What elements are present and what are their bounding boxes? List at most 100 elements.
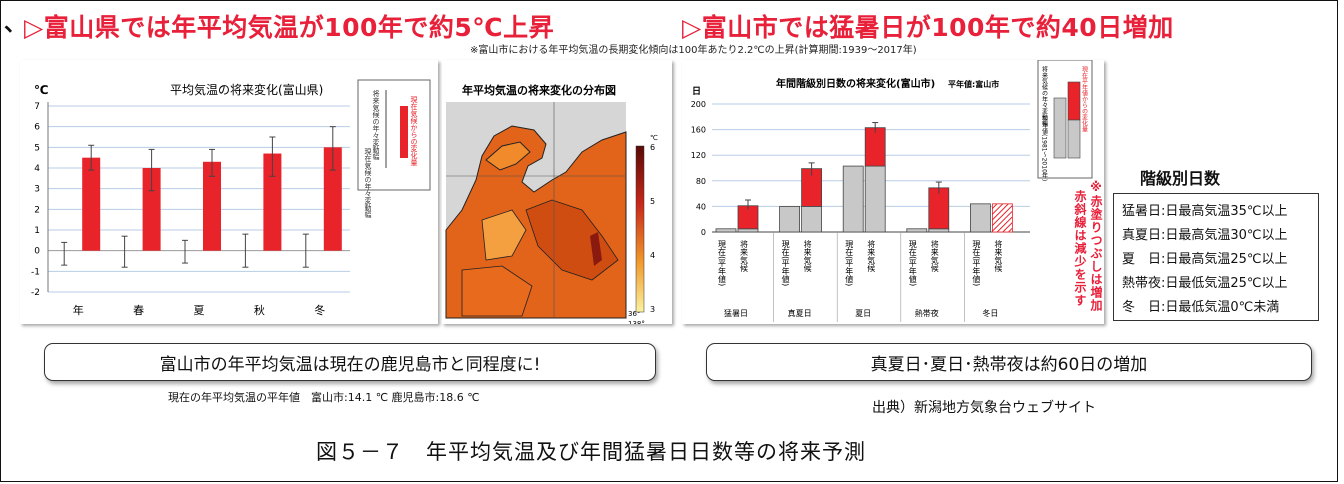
y-tick-label: 1	[34, 226, 40, 236]
future-increase-bar	[928, 187, 950, 230]
days-bar-chart: 日 年間階級別日数の将来変化(富山市) 平年値:富山市 200 160 120 80 40 0 現…	[691, 59, 1093, 322]
chart-title: 平均気温の将来変化(富山県)	[170, 82, 323, 97]
color-scale-bar	[635, 145, 645, 313]
y-tick-label: 7	[34, 102, 40, 112]
map-panel: 年平均気温の将来変化の分布図 36° 138° ℃ 6 5 4 3	[442, 60, 672, 328]
x-label-future: 将来気候	[994, 239, 1003, 273]
scale-tick-label: 3	[650, 305, 655, 314]
category-label: 猛暑日	[724, 308, 748, 318]
future-increase-bar	[864, 127, 886, 167]
legend-red-swatch	[1067, 81, 1081, 121]
legend-box	[357, 79, 431, 191]
x-label-current: 現在(平年値)	[718, 240, 727, 286]
latitude-label: 36°	[628, 310, 640, 318]
x-label-current: 現在(平年値)	[972, 240, 981, 286]
scale-tick-label: 6	[650, 143, 655, 152]
longitude-label: 138°	[628, 320, 645, 324]
current-days-bar	[906, 228, 928, 233]
left-headline: ▷富山県では年平均気温が100年で約5℃上昇	[24, 13, 555, 42]
y-tick-label: 4	[34, 164, 40, 174]
x-label-future: 将来気候	[867, 239, 876, 273]
y-tick-label: 40	[696, 202, 706, 211]
category-label: 夏日	[855, 309, 871, 318]
scale-unit: ℃	[650, 134, 658, 142]
legend-current-range-label: 現在気候の年々変動幅	[364, 148, 372, 219]
temperature-bar-chart: ℃ 平均気温の将来変化(富山県) 7 6 5 4 3 2 1 0 -1 -2 年 春 夏 秋 冬 現在気候からの変…	[31, 79, 431, 317]
category-label: 冬日	[982, 308, 998, 318]
legend-row-midsummer: 真夏日:日最高気温30℃以上	[1122, 228, 1288, 243]
prefecture-region	[481, 209, 527, 261]
figure-caption: 図５－７ 年平均気温及び年間猛暑日日数等の将来予測	[316, 440, 866, 464]
trend-note: ※富山市における年平均気温の長期変化傾向は100年あたり2.2℃の上昇(計算期間…	[470, 45, 917, 56]
days-chart-panel: 日 年間階級別日数の将来変化(富山市) 平年値:富山市 200 160 120 80 40 0 現…	[682, 59, 1104, 324]
right-caption-box: 真夏日･夏日･熱帯夜は約60日の増加	[706, 343, 1312, 381]
current-days-bar	[779, 205, 800, 233]
chart-title: 年間階級別日数の将来変化(富山市)	[776, 77, 935, 90]
x-tick-label: 夏	[194, 304, 205, 317]
future-base-bar	[801, 205, 822, 233]
y-tick-label: -1	[31, 267, 40, 277]
right-caption: 真夏日･夏日･熱帯夜は約60日の増加	[870, 354, 1148, 375]
y-tick-label: 5	[34, 143, 40, 153]
class-days-legend: 猛暑日:日最高気温35℃以上 真夏日:日最高気温30℃以上 夏 日:日最高気温2…	[1113, 193, 1319, 321]
class-days-title: 階級別日数	[1140, 169, 1221, 188]
source-credit: 出典）新潟地方気象台ウェブサイト	[872, 400, 1096, 416]
x-label-current: 現在(平年値)	[781, 240, 790, 286]
legend-red-swatch	[400, 106, 408, 158]
y-tick-label: 200	[691, 100, 706, 109]
y-tick-label: 2	[34, 205, 40, 215]
right-headline: ▷富山市では猛暑日が100年で約40日増加	[682, 13, 1174, 42]
legend-gray-swatch	[1053, 97, 1067, 159]
legend-row-extreme-heat: 猛暑日:日最高気温35℃以上	[1122, 204, 1288, 219]
leading-mark: 、	[4, 12, 27, 37]
y-unit-label: 日	[692, 86, 701, 97]
scale-tick-label: 5	[650, 197, 655, 206]
left-caption-box: 富山市の年平均気温は現在の鹿児島市と同程度に!	[44, 343, 656, 381]
y-tick-label: 3	[34, 185, 40, 195]
left-caption: 富山市の年平均気温は現在の鹿児島市と同程度に!	[159, 354, 541, 375]
temperature-change-map: 年平均気温の将来変化の分布図 36° 138° ℃6 5 4 3	[445, 83, 658, 328]
legend-row-summer: 夏 日:日最高気温25℃以上	[1122, 252, 1288, 267]
y-tick-label: 6	[34, 123, 40, 133]
note-red-fill: ※赤塗りつぶしは増加	[1089, 180, 1103, 312]
scale-tick-label: 4	[650, 251, 655, 260]
x-tick-label: 秋	[254, 303, 265, 317]
x-label-current: 現在(平年値)	[908, 240, 917, 286]
future-base-bar	[864, 165, 886, 233]
legend-future-range-label: 将来気候の年々変動幅	[372, 89, 380, 161]
y-tick-label: 80	[696, 177, 706, 186]
temperature-bar	[323, 147, 342, 251]
y-unit-label: ℃	[34, 83, 49, 97]
future-decrease-bar	[991, 203, 1013, 233]
legend-red-label: 現在気候からの変化量	[410, 96, 418, 166]
note-hatch: 赤斜線は減少を示す	[1073, 190, 1087, 307]
temperature-bar	[203, 161, 221, 251]
current-normal-note: 現在の年平均気温の平年値 富山市:14.1 ℃ 鹿児島市:18.6 ℃	[168, 391, 480, 404]
y-tick-label: 120	[691, 151, 706, 160]
current-days-bar	[715, 228, 737, 233]
baseline-note: 平年値:富山市	[948, 79, 999, 89]
x-tick-label: 年	[73, 303, 84, 317]
legend-future-range-label: 将来気候の年々変動幅	[1041, 65, 1048, 127]
temperature-bar	[263, 153, 282, 251]
noto-peninsula	[485, 141, 531, 171]
temperature-bar	[142, 168, 161, 251]
x-tick-label: 春	[133, 304, 144, 317]
legend-gray-base-swatch	[1067, 119, 1081, 159]
y-tick-label: -2	[31, 288, 40, 298]
prefecture-region	[461, 265, 533, 317]
temperature-bar	[82, 157, 101, 251]
future-base-bar	[928, 228, 950, 233]
x-label-future: 将来気候	[740, 239, 749, 273]
y-tick-label: 0	[701, 228, 706, 237]
current-days-bar	[842, 165, 864, 233]
category-label: 真夏日	[788, 308, 812, 318]
x-label-current: 現在(平年値)	[845, 240, 854, 286]
legend-row-winter: 冬 日:日最低気温0℃未満	[1122, 300, 1280, 315]
mountain-hotspot	[590, 232, 602, 266]
legend-red-label: 現在平年値からの変化量	[1081, 66, 1088, 133]
x-label-future: 将来気候	[930, 239, 939, 273]
temperature-chart-panel: ℃ 平均気温の将来変化(富山県) 7 6 5 4 3 2 1 0 -1 -2 年 春 夏 秋 冬 現在気候からの変…	[20, 60, 438, 324]
legend-row-tropical-night: 熱帯夜:日最低気温25℃以上	[1122, 276, 1288, 291]
